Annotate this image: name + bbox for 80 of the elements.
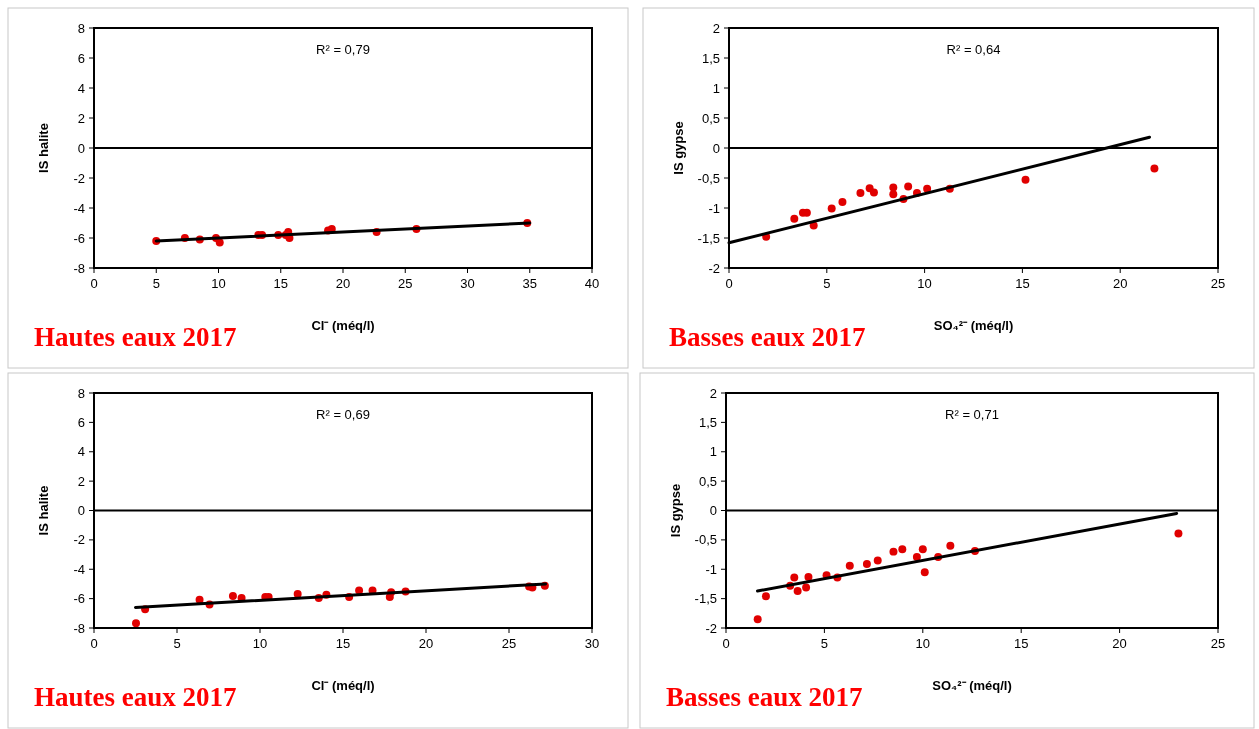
y-axis-title: IS halite bbox=[36, 123, 51, 173]
y-tick-label: 1 bbox=[709, 444, 717, 460]
y-tick-label: 4 bbox=[77, 80, 85, 96]
x-tick-label: 10 bbox=[915, 636, 931, 651]
x-tick-label: 15 bbox=[273, 276, 288, 291]
y-tick-label: -4 bbox=[73, 200, 85, 216]
y-tick-label: 2 bbox=[77, 473, 85, 489]
y-tick-label: -2 bbox=[73, 170, 85, 186]
x-tick-label: 25 bbox=[1210, 276, 1226, 291]
x-tick-label: 30 bbox=[460, 276, 475, 291]
x-tick-label: 5 bbox=[152, 276, 160, 291]
y-tick-label: 6 bbox=[77, 414, 85, 430]
y-tick-label: 4 bbox=[77, 444, 85, 460]
annotation: R² = 0,79 bbox=[316, 42, 370, 57]
x-tick-label: 10 bbox=[252, 636, 268, 651]
x-tick-label: 10 bbox=[917, 276, 932, 291]
x-tick-label: 0 bbox=[722, 636, 730, 651]
y-tick-label: -2 bbox=[73, 532, 85, 548]
x-tick-label: 25 bbox=[1210, 636, 1226, 651]
y-tick-label: 6 bbox=[77, 50, 85, 66]
y-tick-label: 8 bbox=[77, 20, 85, 36]
x-axis-title: SO₄²⁻ (méq/l) bbox=[932, 678, 1012, 693]
x-tick-label: 20 bbox=[418, 636, 434, 651]
y-tick-label: -8 bbox=[73, 260, 85, 276]
y-tick-label: 0 bbox=[77, 140, 85, 156]
y-tick-label: -0,5 bbox=[694, 532, 717, 548]
y-tick-label: 0 bbox=[712, 140, 720, 156]
x-axis-title: Cl⁻ (méq/l) bbox=[311, 318, 375, 333]
x-tick-label: 30 bbox=[584, 636, 600, 651]
y-tick-label: -2 bbox=[708, 260, 720, 276]
y-tick-label: 2 bbox=[709, 385, 717, 401]
x-tick-label: 40 bbox=[584, 276, 600, 291]
y-tick-label: -1,5 bbox=[694, 591, 717, 607]
y-tick-label: 1 bbox=[712, 80, 720, 96]
x-tick-label: 15 bbox=[1013, 636, 1029, 651]
x-tick-label: 15 bbox=[1015, 276, 1030, 291]
x-axis-title: SO₄²⁻ (méq/l) bbox=[933, 318, 1014, 333]
x-tick-label: 20 bbox=[335, 276, 351, 291]
x-tick-label: 10 bbox=[211, 276, 226, 291]
text: Basses eaux 2017 bbox=[669, 322, 866, 352]
y-tick-label: 1,5 bbox=[698, 414, 717, 430]
y-tick-label: 2 bbox=[712, 20, 720, 36]
x-tick-label: 25 bbox=[501, 636, 517, 651]
x-tick-label: 15 bbox=[335, 636, 351, 651]
y-tick-label: -1 bbox=[708, 200, 720, 216]
y-tick-label: 8 bbox=[77, 385, 85, 401]
y-tick-label: -4 bbox=[73, 561, 85, 577]
x-axis-title: Cl⁻ (méq/l) bbox=[311, 678, 375, 693]
y-tick-label: 1,5 bbox=[701, 50, 720, 66]
y-tick-label: -2 bbox=[705, 620, 717, 636]
x-tick-label: 25 bbox=[398, 276, 413, 291]
x-tick-label: 0 bbox=[90, 276, 98, 291]
text: Basses eaux 2017 bbox=[666, 682, 863, 712]
x-tick-label: 5 bbox=[173, 636, 181, 651]
annotation: R² = 0,64 bbox=[946, 42, 1001, 57]
annotation: R² = 0,69 bbox=[316, 407, 370, 422]
y-tick-label: -0,5 bbox=[697, 170, 720, 186]
y-tick-label: -6 bbox=[73, 230, 85, 246]
x-tick-label: 35 bbox=[522, 276, 537, 291]
y-tick-label: -1 bbox=[705, 561, 717, 577]
text: Hautes eaux 2017 bbox=[34, 322, 237, 352]
y-tick-label: 2 bbox=[77, 110, 85, 126]
y-tick-label: -8 bbox=[73, 620, 85, 636]
x-tick-label: 20 bbox=[1112, 636, 1127, 651]
y-tick-label: 0,5 bbox=[698, 473, 717, 489]
y-axis-title: IS halite bbox=[36, 485, 51, 536]
y-tick-label: 0 bbox=[77, 503, 85, 519]
x-tick-label: 0 bbox=[725, 276, 733, 291]
y-tick-label: -6 bbox=[73, 591, 85, 607]
y-tick-label: 0,5 bbox=[701, 110, 720, 126]
annotation: R² = 0,71 bbox=[945, 407, 999, 422]
y-axis-title: IS gypse bbox=[668, 483, 683, 538]
y-axis-title: IS gypse bbox=[671, 121, 686, 175]
x-tick-label: 20 bbox=[1112, 276, 1128, 291]
x-tick-label: 5 bbox=[823, 276, 831, 291]
y-tick-label: -1,5 bbox=[697, 230, 720, 246]
text: Hautes eaux 2017 bbox=[34, 682, 237, 712]
x-tick-label: 5 bbox=[820, 636, 829, 651]
y-tick-label: 0 bbox=[709, 503, 717, 519]
x-tick-label: 0 bbox=[90, 636, 98, 651]
